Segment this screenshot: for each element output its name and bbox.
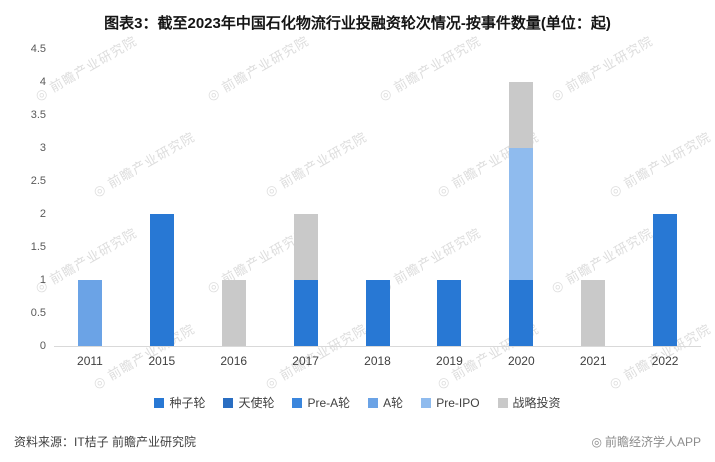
y-axis-tick-label: 4.5 bbox=[30, 43, 46, 55]
bar-segment-种子轮 bbox=[653, 214, 678, 346]
chart-title: 图表3：截至2023年中国石化物流行业投融资轮次情况-按事件数量(单位：起) bbox=[104, 15, 611, 32]
legend-swatch bbox=[223, 397, 234, 408]
chart-area: 0 0.5 1 1.5 2 2.5 3 3.5 4 4.5 2011 2015 2016 2017 201… bbox=[14, 43, 701, 368]
bar-segment-战略投资 bbox=[581, 280, 606, 346]
x-axis-label: 2018 bbox=[364, 354, 391, 368]
legend: 种子轮 天使轮 Pre-A轮 A轮 Pre-IPO 战略投资 bbox=[0, 394, 715, 411]
stacked-bar bbox=[653, 214, 678, 346]
plot-wrap bbox=[54, 49, 701, 347]
x-axis-label: 2015 bbox=[148, 354, 176, 368]
x-axis-label: 2016 bbox=[220, 354, 248, 368]
bar-column-2018 bbox=[342, 49, 414, 346]
bar-column-2022 bbox=[629, 49, 701, 346]
legend-item-战略投资: 战略投资 bbox=[497, 394, 561, 411]
legend-swatch bbox=[368, 397, 379, 408]
y-axis-tick-label: 0 bbox=[39, 340, 46, 352]
bar-column-2021 bbox=[557, 49, 629, 346]
x-axis-label: 2021 bbox=[579, 354, 607, 368]
bar-column-2019 bbox=[413, 49, 485, 346]
legend-swatch bbox=[497, 397, 508, 408]
bar-column-2016 bbox=[198, 49, 270, 346]
y-axis-tick-label: 2.5 bbox=[30, 175, 46, 187]
bar-column-2015 bbox=[126, 49, 198, 346]
bar-column-2017 bbox=[270, 49, 342, 346]
source-text: 资料来源：IT桔子 前瞻产业研究院 bbox=[14, 435, 196, 449]
legend-label: 种子轮 bbox=[169, 396, 206, 410]
y-axis-tick-label: 3.5 bbox=[30, 109, 46, 121]
brand: ◎ 前瞻经济学人APP bbox=[592, 433, 702, 450]
y-axis-tick-label: 4 bbox=[39, 76, 46, 88]
legend-label: 天使轮 bbox=[238, 396, 275, 410]
bar-segment-种子轮 bbox=[437, 280, 462, 346]
y-axis-tick-label: 1 bbox=[39, 274, 46, 286]
legend-swatch bbox=[292, 397, 303, 408]
bar-segment-种子轮 bbox=[365, 280, 390, 346]
x-axis: 2011 2015 2016 2017 2018 2019 2020 2021 2022 bbox=[54, 354, 701, 368]
stacked-bar bbox=[293, 214, 318, 346]
y-axis-tick-label: 3 bbox=[39, 142, 46, 154]
stacked-bar bbox=[365, 280, 390, 346]
legend-item-种子轮: 种子轮 bbox=[154, 394, 205, 411]
bar-column-2011 bbox=[54, 49, 126, 346]
legend-label: Pre-A轮 bbox=[307, 396, 351, 410]
y-axis-tick-label: 1.5 bbox=[30, 241, 46, 253]
x-axis-label: 2011 bbox=[77, 354, 103, 368]
legend-item-A轮: A轮 bbox=[368, 394, 403, 411]
bar-segment-种子轮 bbox=[509, 280, 534, 346]
x-axis-label: 2020 bbox=[507, 354, 535, 368]
bar-segment-战略投资 bbox=[293, 214, 318, 280]
stacked-bar bbox=[221, 280, 246, 346]
x-axis-label: 2022 bbox=[651, 354, 679, 368]
x-axis-label: 2019 bbox=[436, 354, 463, 368]
bar-segment-Pre-IPO bbox=[509, 148, 534, 280]
legend-swatch bbox=[421, 397, 432, 408]
bar-segment-种子轮 bbox=[149, 214, 174, 346]
footer: 资料来源：IT桔子 前瞻产业研究院 ◎ 前瞻经济学人APP bbox=[14, 433, 701, 450]
brand-logo-icon: ◎ bbox=[591, 434, 602, 449]
legend-label: 战略投资 bbox=[512, 396, 561, 410]
bar-segment-种子轮 bbox=[293, 280, 318, 346]
stacked-bar bbox=[581, 280, 606, 346]
legend-swatch bbox=[154, 397, 165, 408]
plot-area bbox=[54, 49, 701, 347]
stacked-bar bbox=[77, 280, 102, 346]
stacked-bar bbox=[509, 82, 534, 346]
bar-segment-A轮 bbox=[77, 280, 102, 346]
x-axis-label: 2017 bbox=[292, 354, 319, 368]
legend-label: A轮 bbox=[383, 396, 404, 410]
legend-label: Pre-IPO bbox=[436, 395, 480, 410]
bar-column-2020 bbox=[485, 49, 557, 346]
y-axis: 0 0.5 1 1.5 2 2.5 3 3.5 4 4.5 bbox=[14, 43, 46, 352]
brand-text: 前瞻经济学人APP bbox=[604, 435, 701, 449]
y-axis-tick-label: 2 bbox=[39, 208, 46, 220]
legend-item-天使轮: 天使轮 bbox=[223, 394, 274, 411]
y-axis-tick-label: 0.5 bbox=[30, 307, 46, 319]
legend-item-Pre-IPO: Pre-IPO bbox=[421, 395, 480, 410]
stacked-bar bbox=[437, 280, 462, 346]
bar-segment-战略投资 bbox=[221, 280, 246, 346]
stacked-bar bbox=[149, 214, 174, 346]
legend-item-Pre-A轮: Pre-A轮 bbox=[292, 394, 350, 411]
bar-segment-战略投资 bbox=[509, 82, 534, 148]
